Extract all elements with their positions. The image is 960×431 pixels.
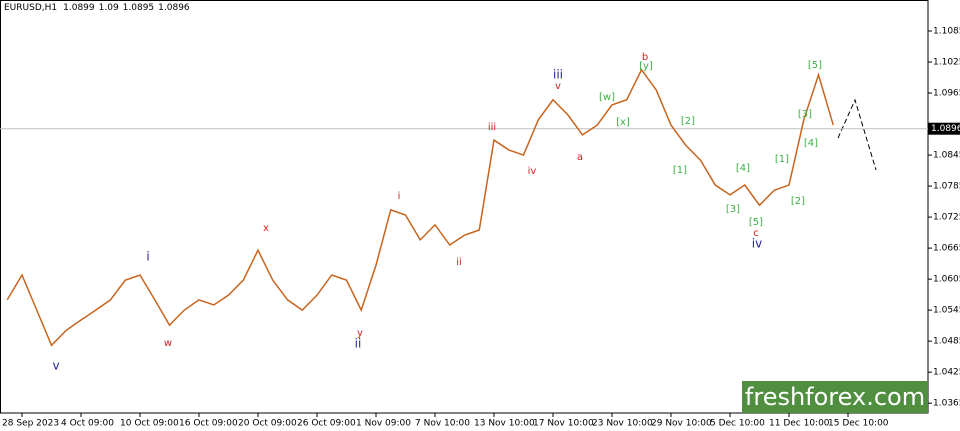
x-tick-label: 26 Oct 09:00 <box>297 419 356 429</box>
wave-label: ii <box>456 257 462 268</box>
wave-label: [w] <box>599 92 615 103</box>
y-tick-label: 1.0725 <box>933 213 960 223</box>
y-tick-label: 1.0605 <box>933 275 960 285</box>
y-tick-label: 1.0425 <box>933 368 960 378</box>
wave-label: b <box>642 52 648 63</box>
x-tick-label: 23 Nov 10:00 <box>592 419 653 429</box>
open: 1.0899 <box>63 3 95 13</box>
wave-label: i <box>398 191 401 202</box>
wave-label: iii <box>488 122 496 133</box>
wave-label: v <box>52 359 59 373</box>
wave-label: iv <box>528 166 537 177</box>
wave-label: [5] <box>749 217 763 228</box>
x-tick-label: 10 Oct 09:00 <box>120 419 179 429</box>
wave-label: [1] <box>673 165 687 176</box>
x-tick-label: 15 Dec 10:00 <box>828 419 889 429</box>
wave-label: [x] <box>616 117 630 128</box>
y-tick-label: 1.0665 <box>933 244 960 254</box>
wave-label: [4] <box>736 163 750 174</box>
y-tick-label: 1.1025 <box>933 58 960 68</box>
x-tick-label: 17 Nov 10:00 <box>533 419 594 429</box>
wave-label: c <box>753 228 759 239</box>
x-tick-label: 5 Dec 10:00 <box>710 419 765 429</box>
wave-label: [y] <box>639 61 653 72</box>
wave-label: [4] <box>804 138 818 149</box>
current-price-box <box>928 122 960 135</box>
wave-label: [5] <box>808 60 822 71</box>
watermark: freshforex.com <box>745 383 925 411</box>
chart-title: EURUSD,H1 1.0899 1.09 1.0895 1.0896 <box>4 3 190 13</box>
x-tick-label: 1 Nov 09:00 <box>356 419 411 429</box>
wave-label: [3] <box>798 109 812 120</box>
wave-label: [1] <box>775 154 789 165</box>
wave-label: iv <box>752 237 762 251</box>
x-tick-label: 16 Oct 09:00 <box>179 419 238 429</box>
y-tick-label: 1.1085 <box>933 27 960 37</box>
x-tick-label: 4 Oct 09:00 <box>61 419 114 429</box>
x-tick-label: 13 Nov 10:00 <box>474 419 535 429</box>
x-tick-label: 7 Nov 10:00 <box>415 419 470 429</box>
x-tick-label: 28 Sep 2023 <box>2 419 59 429</box>
symbol: EURUSD,H1 <box>4 3 57 13</box>
wave-label: [3] <box>726 204 740 215</box>
wave-label: w <box>164 338 172 349</box>
low: 1.0895 <box>123 3 155 13</box>
wave-label: [2] <box>791 196 805 207</box>
x-tick-label: 20 Oct 09:00 <box>238 419 297 429</box>
watermark-box <box>742 381 928 413</box>
wave-label: i <box>146 250 149 264</box>
wave-label: iii <box>553 68 563 82</box>
y-tick-label: 1.0485 <box>933 337 960 347</box>
current-price-label: 1.0896 <box>931 124 960 134</box>
x-tick-label: 11 Dec 10:00 <box>769 419 830 429</box>
x-tick-label: 29 Nov 10:00 <box>651 419 712 429</box>
close: 1.0896 <box>158 3 190 13</box>
wave-label: v <box>555 81 561 92</box>
y-tick-label: 1.0845 <box>933 151 960 161</box>
wave-label: x <box>263 223 269 234</box>
y-tick-label: 1.0785 <box>933 182 960 192</box>
y-tick-label: 1.0965 <box>933 89 960 99</box>
price-line <box>6 68 834 347</box>
wave-label: a <box>577 152 583 163</box>
wave-label: y <box>357 328 363 339</box>
y-tick-label: 1.0365 <box>933 399 960 409</box>
plot-frame <box>0 0 929 414</box>
forecast-path <box>837 98 877 171</box>
y-tick-label: 1.0545 <box>933 306 960 316</box>
wave-label: ii <box>355 337 362 351</box>
wave-label: [2] <box>681 116 695 127</box>
high: 1.09 <box>99 3 119 13</box>
